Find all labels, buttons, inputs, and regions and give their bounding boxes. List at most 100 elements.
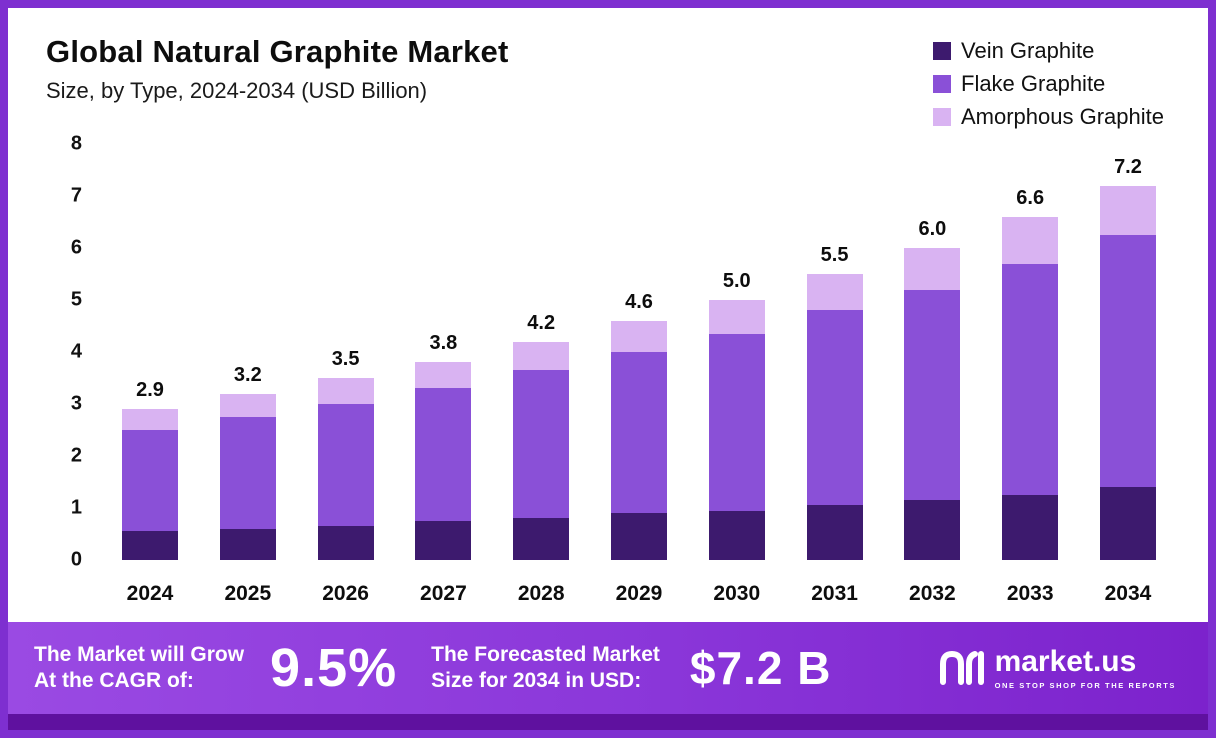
x-axis-label: 2034 bbox=[1104, 582, 1152, 605]
stacked-bar bbox=[513, 341, 570, 560]
bar-group-2026: 3.5 2026 bbox=[317, 348, 374, 605]
bar-segment-amorphous-graphite bbox=[122, 409, 178, 431]
bars-container: 2.9 2024 3.2 2025 3.5 2026 3.8 2027 4.2 2028 4.6 20… bbox=[88, 144, 1170, 605]
bar-segment-flake-graphite bbox=[610, 352, 667, 514]
bar-segment-vein-graphite bbox=[219, 528, 276, 560]
legend-label: Amorphous Graphite bbox=[961, 104, 1164, 129]
x-axis-label: 2032 bbox=[909, 582, 956, 605]
legend-item-amorphous-graphite: Amorphous Graphite bbox=[933, 104, 1164, 130]
bar-segment-vein-graphite bbox=[708, 510, 765, 560]
stacked-bar bbox=[122, 409, 178, 560]
forecast-label-line2: Size for 2034 in USD: bbox=[431, 669, 642, 692]
legend-swatch bbox=[933, 42, 951, 60]
brand-logo: market.us ONE STOP SHOP FOR THE REPORTS bbox=[939, 646, 1182, 690]
y-axis-tick: 6 bbox=[70, 236, 82, 259]
bar-group-2028: 4.2 2028 bbox=[513, 311, 570, 605]
bar-segment-vein-graphite bbox=[513, 518, 570, 560]
bar-segment-vein-graphite bbox=[317, 526, 374, 560]
chart-area: Global Natural Graphite Market Size, by … bbox=[8, 8, 1208, 605]
bar-segment-flake-graphite bbox=[219, 417, 276, 529]
page-title: Global Natural Graphite Market bbox=[46, 34, 509, 69]
cagr-label-line2: At the CAGR of: bbox=[34, 669, 194, 692]
bar-segment-amorphous-graphite bbox=[415, 362, 472, 389]
cagr-label-line1: The Market will Grow bbox=[34, 642, 245, 666]
bar-group-2029: 4.6 2029 bbox=[610, 290, 667, 605]
bar-group-2034: 7.2 2034 bbox=[1099, 156, 1156, 605]
x-axis-label: 2028 bbox=[517, 582, 565, 605]
bar-group-2030: 5.0 2030 bbox=[708, 270, 765, 605]
bar-segment-vein-graphite bbox=[904, 500, 961, 560]
bar-segment-vein-graphite bbox=[610, 513, 667, 560]
y-axis-tick: 4 bbox=[70, 340, 82, 363]
x-axis-label: 2031 bbox=[811, 582, 858, 605]
marketus-logo-icon bbox=[939, 648, 985, 688]
stacked-bar bbox=[1002, 216, 1059, 560]
x-axis-label: 2030 bbox=[713, 582, 761, 605]
bar-segment-flake-graphite bbox=[317, 404, 374, 527]
chart-titles: Global Natural Graphite Market Size, by … bbox=[46, 34, 509, 104]
bar-total-label: 4.2 bbox=[527, 311, 556, 334]
bar-segment-amorphous-graphite bbox=[806, 274, 863, 311]
bar-segment-vein-graphite bbox=[415, 521, 472, 560]
bar-total-label: 4.6 bbox=[625, 290, 653, 313]
x-axis-label: 2033 bbox=[1006, 582, 1054, 605]
bar-group-2025: 3.2 2025 bbox=[219, 363, 276, 605]
forecast-value: $7.2 B bbox=[689, 642, 832, 694]
forecast-label-line1: The Forecasted Market bbox=[431, 642, 660, 666]
bar-segment-amorphous-graphite bbox=[1099, 185, 1156, 236]
y-axis: 8 7 6 5 4 3 2 1 0 bbox=[46, 133, 88, 571]
cagr-label: The Market will Grow At the CAGR of: bbox=[34, 642, 244, 695]
bar-group-2032: 6.0 2032 bbox=[904, 218, 961, 605]
chart-header: Global Natural Graphite Market Size, by … bbox=[46, 34, 1170, 130]
bar-total-label: 6.6 bbox=[1016, 186, 1045, 209]
bar-segment-amorphous-graphite bbox=[904, 248, 961, 290]
bar-segment-amorphous-graphite bbox=[219, 393, 276, 418]
x-axis-label: 2029 bbox=[615, 582, 663, 605]
banner-bottom-strip bbox=[8, 714, 1208, 730]
bar-total-label: 5.0 bbox=[722, 270, 751, 293]
legend-label: Vein Graphite bbox=[961, 38, 1095, 63]
cagr-value: 9.5% bbox=[270, 638, 398, 698]
banner-main: The Market will Grow At the CAGR of: 9.5… bbox=[8, 622, 1208, 714]
bar-segment-flake-graphite bbox=[415, 388, 472, 521]
forecast-label: The Forecasted Market Size for 2034 in U… bbox=[431, 642, 660, 695]
y-axis-tick: 1 bbox=[70, 496, 82, 519]
stacked-bar bbox=[317, 378, 374, 560]
bar-group-2031: 5.5 2031 bbox=[806, 244, 863, 605]
brand-text: market.us ONE STOP SHOP FOR THE REPORTS bbox=[994, 646, 1176, 690]
legend-label: Flake Graphite bbox=[961, 71, 1106, 96]
legend-swatch bbox=[933, 108, 951, 126]
stacked-bar bbox=[806, 274, 863, 560]
bar-group-2033: 6.6 2033 bbox=[1002, 186, 1059, 605]
bar-segment-flake-graphite bbox=[1002, 263, 1059, 495]
bar-total-label: 3.2 bbox=[233, 363, 262, 386]
bar-segment-amorphous-graphite bbox=[513, 341, 570, 371]
bar-group-2027: 3.8 2027 bbox=[415, 332, 472, 605]
bar-segment-vein-graphite bbox=[806, 505, 863, 560]
stacked-bar bbox=[415, 362, 472, 560]
y-axis-tick: 3 bbox=[70, 392, 82, 415]
legend-item-vein-graphite: Vein Graphite bbox=[933, 38, 1164, 64]
bar-segment-flake-graphite bbox=[708, 333, 765, 511]
stacked-bar bbox=[1099, 185, 1156, 560]
brand-tagline: ONE STOP SHOP FOR THE REPORTS bbox=[994, 680, 1176, 690]
bar-segment-flake-graphite bbox=[904, 289, 961, 501]
footer-banner: The Market will Grow At the CAGR of: 9.5… bbox=[8, 622, 1208, 730]
y-axis-tick: 7 bbox=[70, 184, 82, 207]
bar-segment-amorphous-graphite bbox=[708, 300, 765, 334]
chart-subtitle: Size, by Type, 2024-2034 (USD Billion) bbox=[46, 78, 428, 103]
bar-segment-flake-graphite bbox=[122, 430, 178, 532]
bar-total-label: 3.8 bbox=[429, 332, 458, 355]
chart-legend: Vein Graphite Flake Graphite Amorphous Gra… bbox=[933, 38, 1164, 130]
x-axis-label: 2025 bbox=[224, 582, 272, 605]
bar-total-label: 2.9 bbox=[136, 379, 164, 402]
bar-segment-amorphous-graphite bbox=[1002, 216, 1059, 264]
y-axis-tick: 0 bbox=[70, 548, 82, 571]
bar-total-label: 6.0 bbox=[918, 218, 947, 241]
stacked-bar bbox=[219, 393, 276, 560]
bar-total-label: 3.5 bbox=[331, 348, 360, 371]
bar-segment-vein-graphite bbox=[122, 531, 178, 560]
x-axis-label: 2026 bbox=[322, 582, 369, 605]
bar-total-label: 5.5 bbox=[820, 244, 849, 267]
